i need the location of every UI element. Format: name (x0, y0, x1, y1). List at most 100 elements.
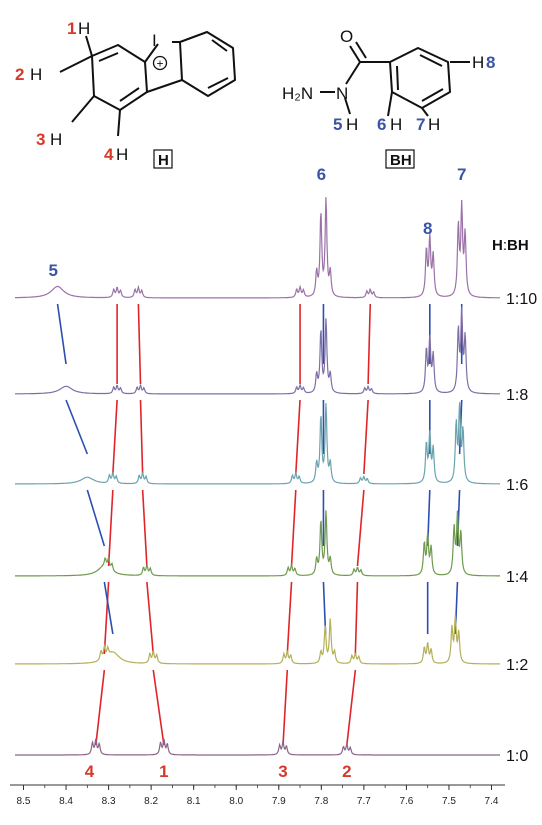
h-inner-bond-2 (119, 87, 140, 102)
guide-segment (146, 581, 155, 655)
h-bond-h3 (71, 95, 95, 123)
h-bond-h2 (59, 55, 93, 73)
h-bond-h1 (85, 35, 93, 57)
peak-label-bottom: 2 (342, 762, 351, 781)
guide-segment (56, 303, 67, 365)
bh-label: BH (390, 152, 412, 169)
guide-segment (456, 489, 461, 547)
structure-bh (320, 41, 470, 117)
bh-proton-label-6: 6 (377, 115, 386, 134)
stack-header-h: H (492, 237, 503, 254)
x-tick-label: 7.4 (485, 796, 499, 807)
guide-segment (346, 669, 357, 746)
bh-c-n-bond (345, 61, 361, 85)
ratio-label: 1:8 (506, 387, 528, 404)
h-label: H (158, 152, 169, 169)
h-charge-circle (152, 55, 168, 71)
ratio-label: 1:10 (506, 291, 537, 308)
bh-nh2-group: H₂N (282, 84, 313, 103)
guide-lines (56, 303, 463, 746)
bh-inner-bond-3 (396, 65, 399, 91)
guide-segment (95, 669, 106, 746)
h-bond-h4 (117, 109, 121, 137)
guide-segment (112, 399, 118, 475)
peak-label-bottom: 4 (85, 762, 95, 781)
x-tick-label: 8.1 (187, 796, 201, 807)
x-axis: 8.5 8.4 8.3 8.2 8.1 8.0 7.9 7.8 7.7 7.6 7.5 7.4 (10, 784, 505, 807)
h-atom-h1: H (78, 19, 90, 38)
bh-nitrogen-atom: N (336, 84, 348, 103)
x-tick-label: 7.8 (314, 796, 328, 807)
guide-segment (282, 669, 289, 746)
bh-proton-label-5: 5 (333, 115, 342, 134)
ratio-label: 1:4 (506, 569, 528, 586)
structure-h (59, 31, 236, 137)
spectrum-trace (15, 736, 500, 756)
h-label-box (153, 149, 173, 169)
peak-label-top: 7 (457, 165, 466, 184)
x-tick-label: 8.4 (59, 796, 73, 807)
h-inner-bond-4 (207, 77, 229, 89)
spectrum-trace (15, 306, 500, 395)
h-atom-h2: H (30, 65, 42, 84)
guide-segment (363, 399, 369, 475)
x-tick-label: 7.9 (272, 796, 286, 807)
peak-label-top: 5 (49, 261, 58, 280)
bh-atom-h5: H (346, 115, 358, 134)
spectra (15, 197, 500, 756)
guide-segment (294, 399, 301, 475)
stack-header-colon: : (503, 237, 507, 254)
guide-segment (103, 581, 114, 635)
guide-segment (137, 303, 142, 385)
bh-proton-label-7: 7 (416, 115, 425, 134)
bh-oxygen-atom: O (340, 27, 353, 46)
h-right-ring (179, 31, 236, 97)
h-iodine-atom: I (152, 31, 157, 50)
x-tick-label: 8.3 (102, 796, 116, 807)
x-tick-label: 8.2 (144, 796, 158, 807)
ratio-label: 1:6 (506, 477, 528, 494)
h-proton-label-3: 3 (36, 130, 45, 149)
x-tick-label: 7.5 (442, 796, 456, 807)
guide-segment (152, 669, 165, 746)
peak-label-bottom: 3 (278, 762, 287, 781)
bh-atom-h7: H (428, 115, 440, 134)
x-tick-label: 7.6 (399, 796, 413, 807)
guide-segment (107, 489, 114, 567)
bh-inner-bond-2 (421, 88, 444, 102)
peak-label-bottom: 1 (159, 762, 168, 781)
bh-ring (389, 47, 451, 109)
bh-atom-h8: H (472, 53, 484, 72)
guide-segment (286, 581, 293, 655)
spectrum-trace (15, 197, 500, 299)
guide-segment (86, 489, 106, 547)
bh-atom-h6: H (390, 115, 402, 134)
guide-segment (290, 489, 297, 567)
guide-segment (65, 399, 89, 455)
guide-segment (141, 489, 148, 567)
h-charge-sign: + (156, 57, 163, 71)
guide-segment (322, 581, 327, 635)
h-inner-bond-1 (98, 52, 119, 62)
ratio-label: 1:0 (506, 748, 528, 765)
h-bond-i-left (144, 43, 159, 63)
stack-header-bh: BH (507, 237, 529, 254)
spectrum-trace (15, 615, 500, 665)
bh-co-bond-b (355, 41, 367, 59)
bh-bond-h7 (421, 107, 429, 117)
spectrum-trace (15, 510, 500, 577)
guide-segment (103, 581, 110, 655)
peak-label-top: 8 (423, 219, 432, 238)
guide-segment (354, 581, 359, 655)
guide-segment (356, 489, 365, 567)
bh-inner-bond-1 (419, 54, 443, 67)
bh-label-box (385, 149, 415, 169)
bh-proton-label-8: 8 (486, 53, 495, 72)
h-proton-label-2: 2 (15, 65, 24, 84)
bh-n-h5-bond (344, 97, 351, 115)
bh-co-bond-a (349, 45, 361, 63)
h-proton-label-1: 1 (67, 19, 76, 38)
h-inner-bond-3 (211, 39, 228, 52)
